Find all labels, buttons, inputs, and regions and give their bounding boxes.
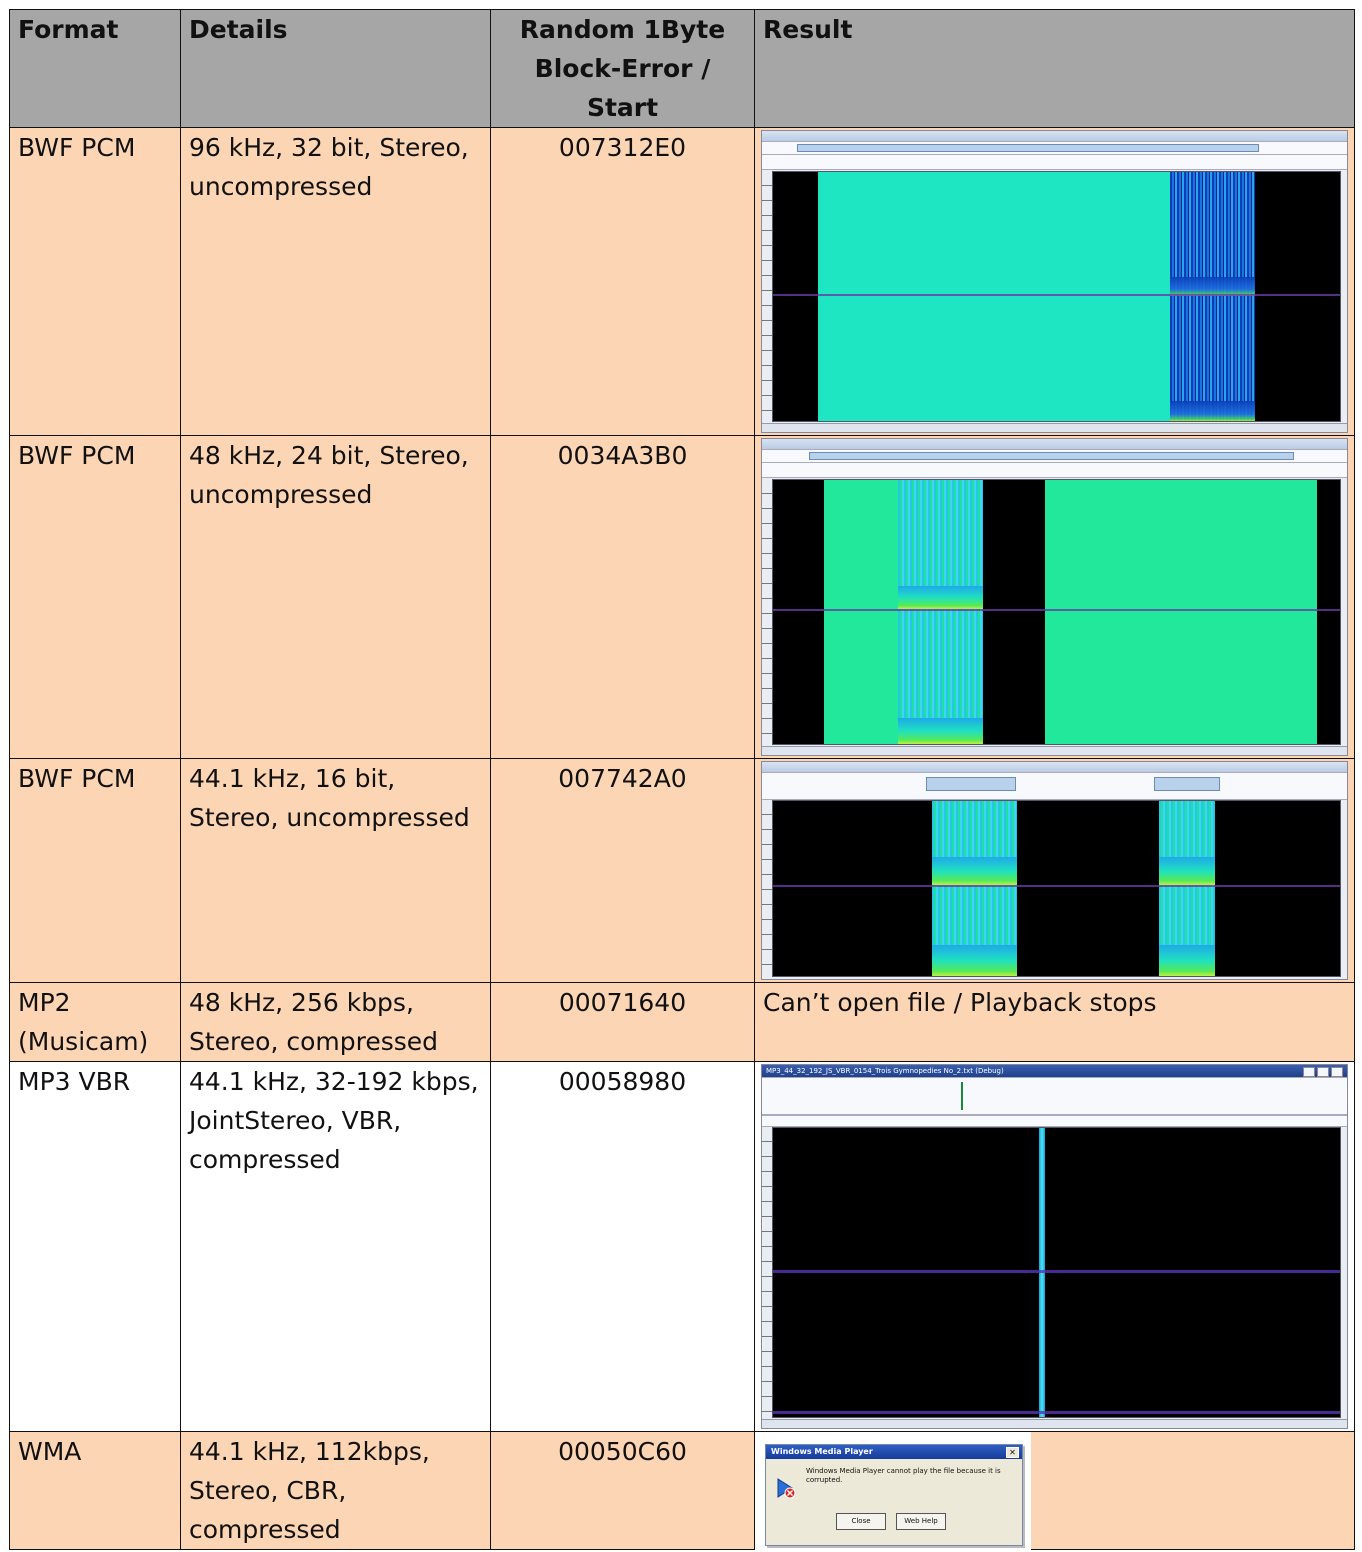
format-cell: MP2 (Musicam) [9,982,181,1062]
spectrogram-screenshot: MP3_44_32_192_JS_VBR_0154_Trois Gymnoped… [761,1064,1348,1429]
spectrogram-area [772,479,1341,745]
error-start-cell: 007742A0 [490,758,755,983]
table-row: BWF PCM 96 kHz, 32 bit, Stereo, uncompres… [9,127,1355,436]
wmp-error-dialog: Windows Media Player ✕ Windows Media Pla… [765,1444,1023,1546]
spectrogram-screenshot [761,761,1348,980]
error-start-cell: 00071640 [490,982,755,1062]
format-cell: WMA [9,1431,181,1550]
header-details: Details [180,9,491,128]
table-row: MP2 (Musicam) 48 kHz, 256 kbps, Stereo, co… [9,982,1355,1062]
details-cell: 44.1 kHz, 112kbps, Stereo, CBR, compressed [180,1431,491,1550]
result-cell [754,127,1355,436]
details-cell: 48 kHz, 256 kbps, Stereo, compressed [180,982,491,1062]
result-cell: Windows Media Player ✕ Windows Media Pla… [754,1431,1355,1552]
error-start-cell: 0034A3B0 [490,435,755,759]
window-titlebar [762,762,1347,772]
table-row: BWF PCM 48 kHz, 24 bit, Stereo, uncompres… [9,435,1355,759]
format-cell: BWF PCM [9,127,181,436]
format-cell: BWF PCM [9,435,181,759]
header-result: Result [754,9,1355,128]
spectrogram-screenshot [761,130,1348,433]
details-cell: 44.1 kHz, 16 bit, Stereo, uncompressed [180,758,491,983]
spectrogram-area [772,171,1341,422]
close-icon[interactable]: ✕ [1006,1447,1019,1458]
format-cell: MP3 VBR [9,1061,181,1432]
result-cell: MP3_44_32_192_JS_VBR_0154_Trois Gymnoped… [754,1061,1355,1432]
dialog-message: Windows Media Player cannot play the fil… [806,1467,1001,1484]
window-titlebar: MP3_44_32_192_JS_VBR_0154_Trois Gymnoped… [762,1065,1347,1077]
details-cell: 44.1 kHz, 32-192 kbps, JointStereo, VBR, c… [180,1061,491,1432]
result-cell [754,758,1355,983]
details-cell: 48 kHz, 24 bit, Stereo, uncompressed [180,435,491,759]
result-cell: Can’t open file / Playback stops [754,982,1355,1062]
format-cell: BWF PCM [9,758,181,983]
error-start-cell: 007312E0 [490,127,755,436]
spectrogram-area [772,800,1341,977]
table-row: MP3 VBR 44.1 kHz, 32-192 kbps, JointStere… [9,1061,1355,1432]
header-format: Format [9,9,181,128]
header-error-start: Random 1Byte Block-Error / Start [490,9,755,128]
close-button[interactable]: Close [836,1513,886,1530]
window-titlebar [762,439,1347,449]
dialog-title: Windows Media Player [766,1445,1022,1459]
result-cell [754,435,1355,759]
error-icon [776,1471,796,1499]
window-titlebar [762,131,1347,141]
table-header-row: Format Details Random 1Byte Block-Error /… [9,9,1355,128]
table-row: WMA 44.1 kHz, 112kbps, Stereo, CBR, compre… [9,1431,1355,1552]
spectrogram-screenshot [761,438,1348,756]
format-test-table: Format Details Random 1Byte Block-Error /… [9,9,1355,1552]
error-start-cell: 00050C60 [490,1431,755,1550]
table-row: BWF PCM 44.1 kHz, 16 bit, Stereo, uncompr… [9,758,1355,983]
error-start-cell: 00058980 [490,1061,755,1432]
web-help-button[interactable]: Web Help [896,1513,946,1530]
details-cell: 96 kHz, 32 bit, Stereo, uncompressed [180,127,491,436]
spectrogram-area [772,1127,1341,1418]
